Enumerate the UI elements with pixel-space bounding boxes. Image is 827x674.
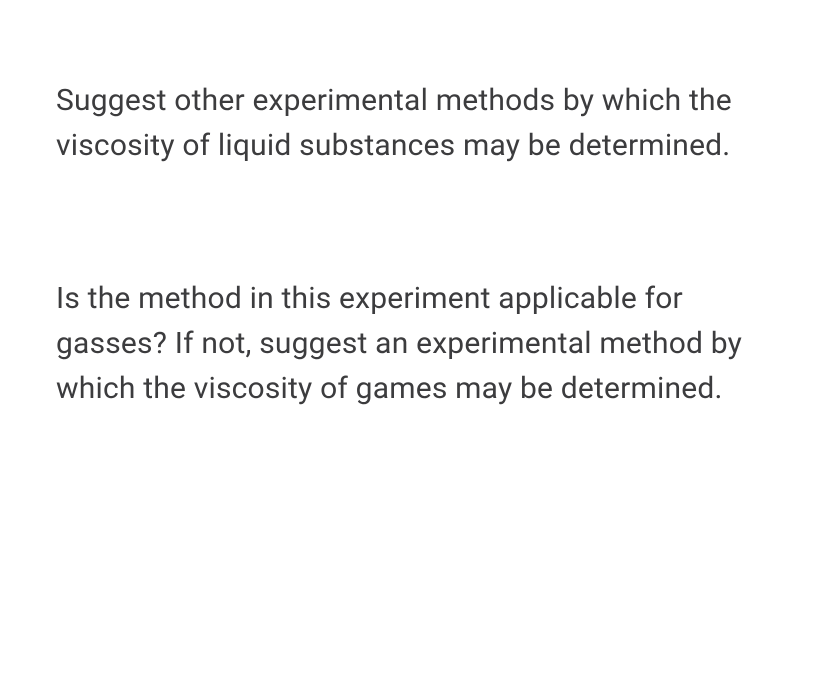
question-paragraph-2: Is the method in this experiment applica… bbox=[56, 276, 771, 411]
question-paragraph-1: Suggest other experimental methods by wh… bbox=[56, 78, 771, 168]
